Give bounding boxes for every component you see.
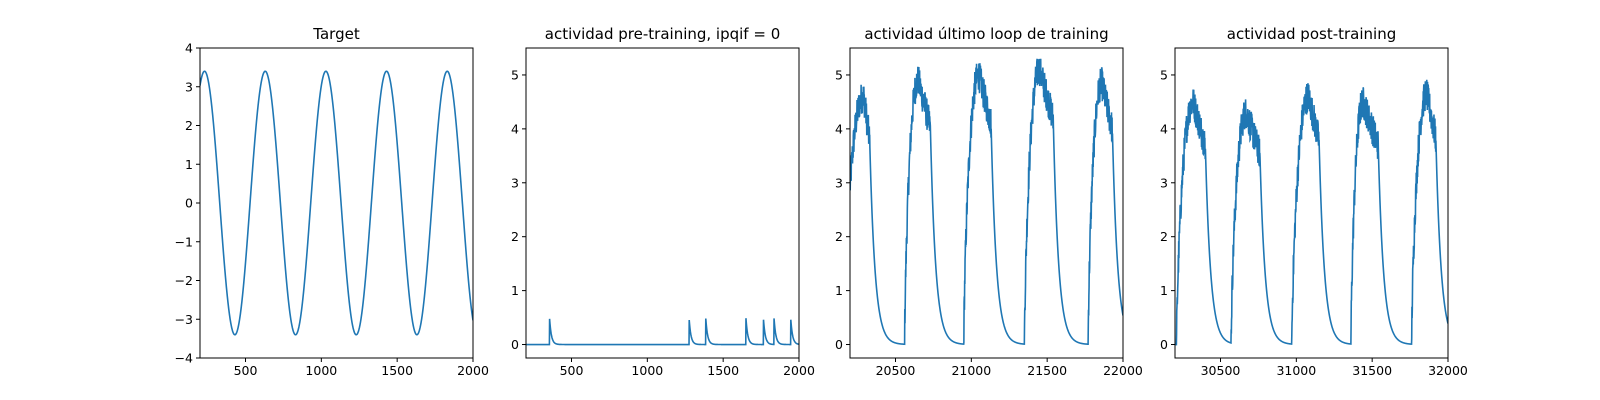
subplot-title: Target — [312, 25, 360, 43]
x-tick-label: 2000 — [783, 363, 815, 378]
x-tick-label: 2000 — [457, 363, 489, 378]
subplot-title: actividad último loop de training — [864, 25, 1108, 43]
y-tick-label: 3 — [1160, 175, 1168, 190]
y-tick-label: −2 — [175, 273, 193, 288]
y-tick-label: 3 — [185, 79, 193, 94]
x-tick-label: 1500 — [707, 363, 739, 378]
series-line — [200, 70, 473, 336]
y-tick-label: 1 — [835, 283, 843, 298]
y-tick-label: −4 — [175, 351, 193, 366]
y-tick-label: 3 — [835, 175, 843, 190]
subplot-title: actividad post-training — [1227, 25, 1396, 43]
y-tick-label: 2 — [185, 118, 193, 133]
x-tick-label: 21500 — [1027, 363, 1067, 378]
y-tick-label: 1 — [511, 283, 519, 298]
y-tick-label: 4 — [835, 121, 843, 136]
y-tick-label: 4 — [185, 41, 193, 56]
x-tick-label: 500 — [234, 363, 258, 378]
y-tick-label: 5 — [511, 67, 519, 82]
series-line — [526, 318, 799, 346]
axes-frame — [849, 47, 1124, 359]
y-tick-label: −3 — [175, 312, 193, 327]
x-tick-label: 22000 — [1103, 363, 1143, 378]
subplot-1: Target 500 1000 1500 2000 −4 −3 −2 −1 0 1 2 3 4 — [175, 25, 489, 378]
series-line — [850, 58, 1123, 346]
y-tick-label: 1 — [185, 157, 193, 172]
y-tick-label: 5 — [835, 67, 843, 82]
y-tick-label: 2 — [835, 229, 843, 244]
y-tick-label: 2 — [1160, 229, 1168, 244]
x-tick-label: 500 — [560, 363, 584, 378]
y-tick-label: 3 — [511, 175, 519, 190]
y-tick-label: 4 — [1160, 121, 1168, 136]
y-tick-label: 0 — [185, 196, 193, 211]
y-tick-label: 0 — [835, 337, 843, 352]
y-tick-label: 1 — [1160, 283, 1168, 298]
subplot-2: actividad pre-training, ipqif = 0 500 1000… — [511, 25, 815, 378]
x-tick-label: 20500 — [876, 363, 916, 378]
x-tick-label: 1500 — [381, 363, 413, 378]
axes-frame — [525, 47, 800, 359]
x-tick-label: 31000 — [1276, 363, 1316, 378]
x-tick-label: 32000 — [1428, 363, 1468, 378]
y-tick-label: 0 — [1160, 337, 1168, 352]
x-tick-label: 31500 — [1352, 363, 1392, 378]
y-tick-label: 5 — [1160, 67, 1168, 82]
x-tick-label: 1000 — [305, 363, 337, 378]
subplot-title: actividad pre-training, ipqif = 0 — [545, 25, 781, 43]
y-tick-label: 2 — [511, 229, 519, 244]
y-tick-label: 4 — [511, 121, 519, 136]
x-tick-label: 1000 — [631, 363, 663, 378]
y-tick-label: −1 — [175, 234, 193, 249]
x-tick-label: 21000 — [951, 363, 991, 378]
axes-frame — [1174, 47, 1449, 359]
y-tick-label: 0 — [511, 337, 519, 352]
x-tick-label: 30500 — [1201, 363, 1241, 378]
series-line — [1175, 79, 1448, 346]
